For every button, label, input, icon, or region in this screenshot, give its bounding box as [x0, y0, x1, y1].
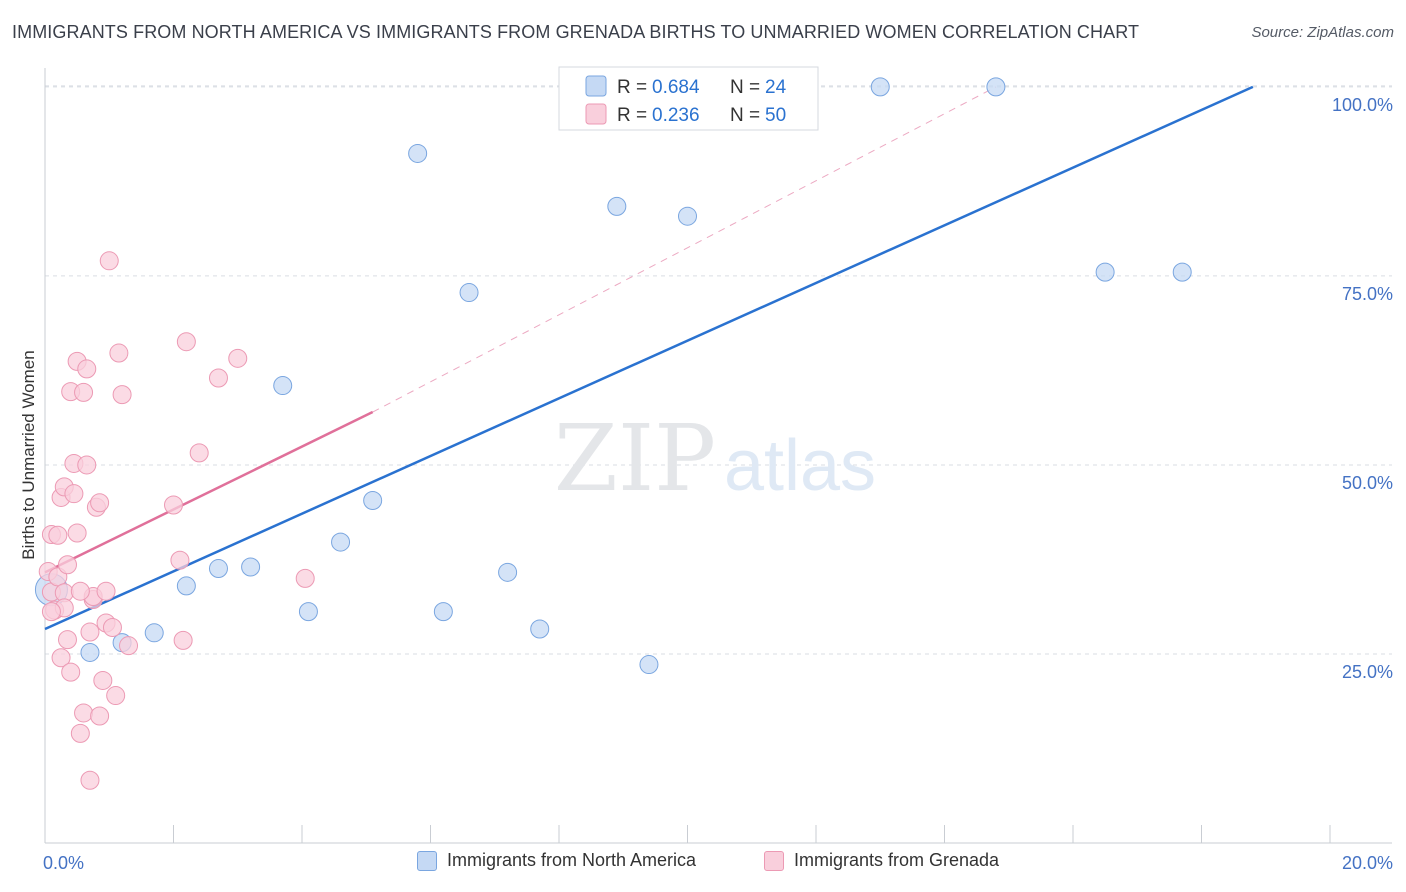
point-north-america	[208, 559, 228, 579]
point-north-america	[241, 557, 261, 577]
point-north-america	[363, 490, 383, 510]
legend-item-north-america[interactable]: Immigrants from North America	[417, 850, 696, 871]
point-grenada	[109, 343, 129, 363]
source-credit: Source: ZipAtlas.com	[1251, 24, 1394, 41]
point-grenada	[61, 662, 81, 682]
point-north-america	[870, 77, 890, 97]
point-grenada	[208, 368, 228, 388]
point-grenada	[74, 703, 94, 723]
point-grenada	[189, 443, 209, 463]
point-grenada	[119, 636, 139, 656]
point-grenada	[57, 630, 77, 650]
point-grenada	[164, 495, 183, 515]
point-north-america	[1095, 262, 1115, 282]
point-north-america	[433, 602, 453, 622]
legend-swatch-north-america	[417, 850, 437, 871]
point-north-america	[176, 576, 196, 596]
legend-item-grenada[interactable]: Immigrants from Grenada	[764, 850, 999, 871]
series-legend: Immigrants from North America Immigrants…	[0, 850, 1406, 880]
y-tick-label: 75.0%	[1342, 284, 1393, 304]
y-tick-label: 100.0%	[1332, 95, 1393, 115]
legend-n-value: 50	[765, 105, 786, 126]
legend-r-label: R =	[617, 77, 647, 98]
point-grenada	[102, 618, 122, 638]
point-north-america	[678, 206, 697, 226]
point-grenada	[70, 581, 90, 601]
tick-labels: 25.0% 50.0% 75.0% 100.0% 0.0% 20.0%	[43, 95, 1393, 873]
legend-r-value: 0.684	[652, 77, 700, 98]
y-tick-label: 50.0%	[1342, 473, 1393, 493]
legend-label-grenada: Immigrants from Grenada	[794, 850, 1000, 870]
watermark: ZIP atlas	[554, 405, 876, 512]
point-grenada	[70, 723, 90, 743]
legend-label-north-america: Immigrants from North America	[447, 850, 697, 870]
point-north-america	[459, 283, 479, 303]
point-grenada	[80, 622, 100, 642]
legend-n-label: N =	[730, 77, 760, 98]
legend-n-label: N =	[730, 105, 760, 126]
point-grenada	[67, 523, 87, 543]
point-grenada	[106, 686, 126, 706]
point-grenada	[170, 550, 190, 570]
point-north-america	[498, 562, 518, 582]
point-grenada	[90, 493, 110, 513]
point-grenada	[51, 648, 71, 668]
point-grenada	[228, 348, 248, 368]
trend-line-grenada	[44, 410, 374, 574]
point-north-america	[144, 623, 164, 643]
point-grenada	[96, 581, 116, 601]
legend-swatch-north-america	[585, 75, 607, 97]
point-grenada	[57, 555, 77, 575]
point-grenada	[99, 251, 119, 271]
watermark-atlas: atlas	[724, 426, 876, 506]
point-north-america	[986, 77, 1006, 97]
y-tick-label: 25.0%	[1342, 662, 1393, 682]
x-tick-label: 20.0%	[1342, 853, 1393, 873]
legend-swatch-grenada	[585, 103, 607, 125]
chart-title: IMMIGRANTS FROM NORTH AMERICA VS IMMIGRA…	[12, 22, 1140, 42]
point-grenada	[93, 670, 113, 690]
point-grenada	[112, 385, 132, 405]
point-grenada	[77, 455, 97, 475]
data-points	[34, 77, 1192, 790]
point-grenada	[90, 706, 110, 726]
point-north-america	[80, 642, 100, 662]
legend-n-value: 24	[765, 77, 787, 98]
point-north-america	[1172, 262, 1192, 282]
point-grenada	[176, 332, 196, 352]
legend-r-value: 0.236	[652, 105, 700, 126]
point-grenada	[295, 568, 315, 588]
point-north-america	[273, 376, 293, 396]
trend-lines	[44, 85, 1254, 631]
point-grenada	[74, 382, 94, 402]
point-grenada	[41, 602, 61, 622]
point-north-america	[530, 619, 550, 639]
legend-swatch-grenada	[764, 850, 784, 871]
point-north-america	[408, 143, 428, 163]
point-grenada	[173, 630, 193, 650]
point-north-america	[607, 196, 627, 216]
point-grenada	[48, 525, 68, 545]
trend-line-north-america	[44, 85, 1254, 631]
point-north-america	[639, 655, 659, 675]
point-north-america	[331, 532, 351, 552]
legend-r-label: R =	[617, 105, 647, 126]
watermark-zip: ZIP	[554, 405, 716, 512]
point-north-america	[298, 602, 318, 622]
point-grenada	[64, 484, 84, 504]
x-tick-label: 0.0%	[43, 853, 84, 873]
correlation-legend: R = 0.684 N = 24 R = 0.236 N = 50	[558, 66, 819, 131]
point-grenada	[77, 359, 97, 379]
trend-extension-grenada	[372, 86, 997, 413]
axes	[44, 68, 1392, 844]
point-grenada	[80, 770, 100, 790]
